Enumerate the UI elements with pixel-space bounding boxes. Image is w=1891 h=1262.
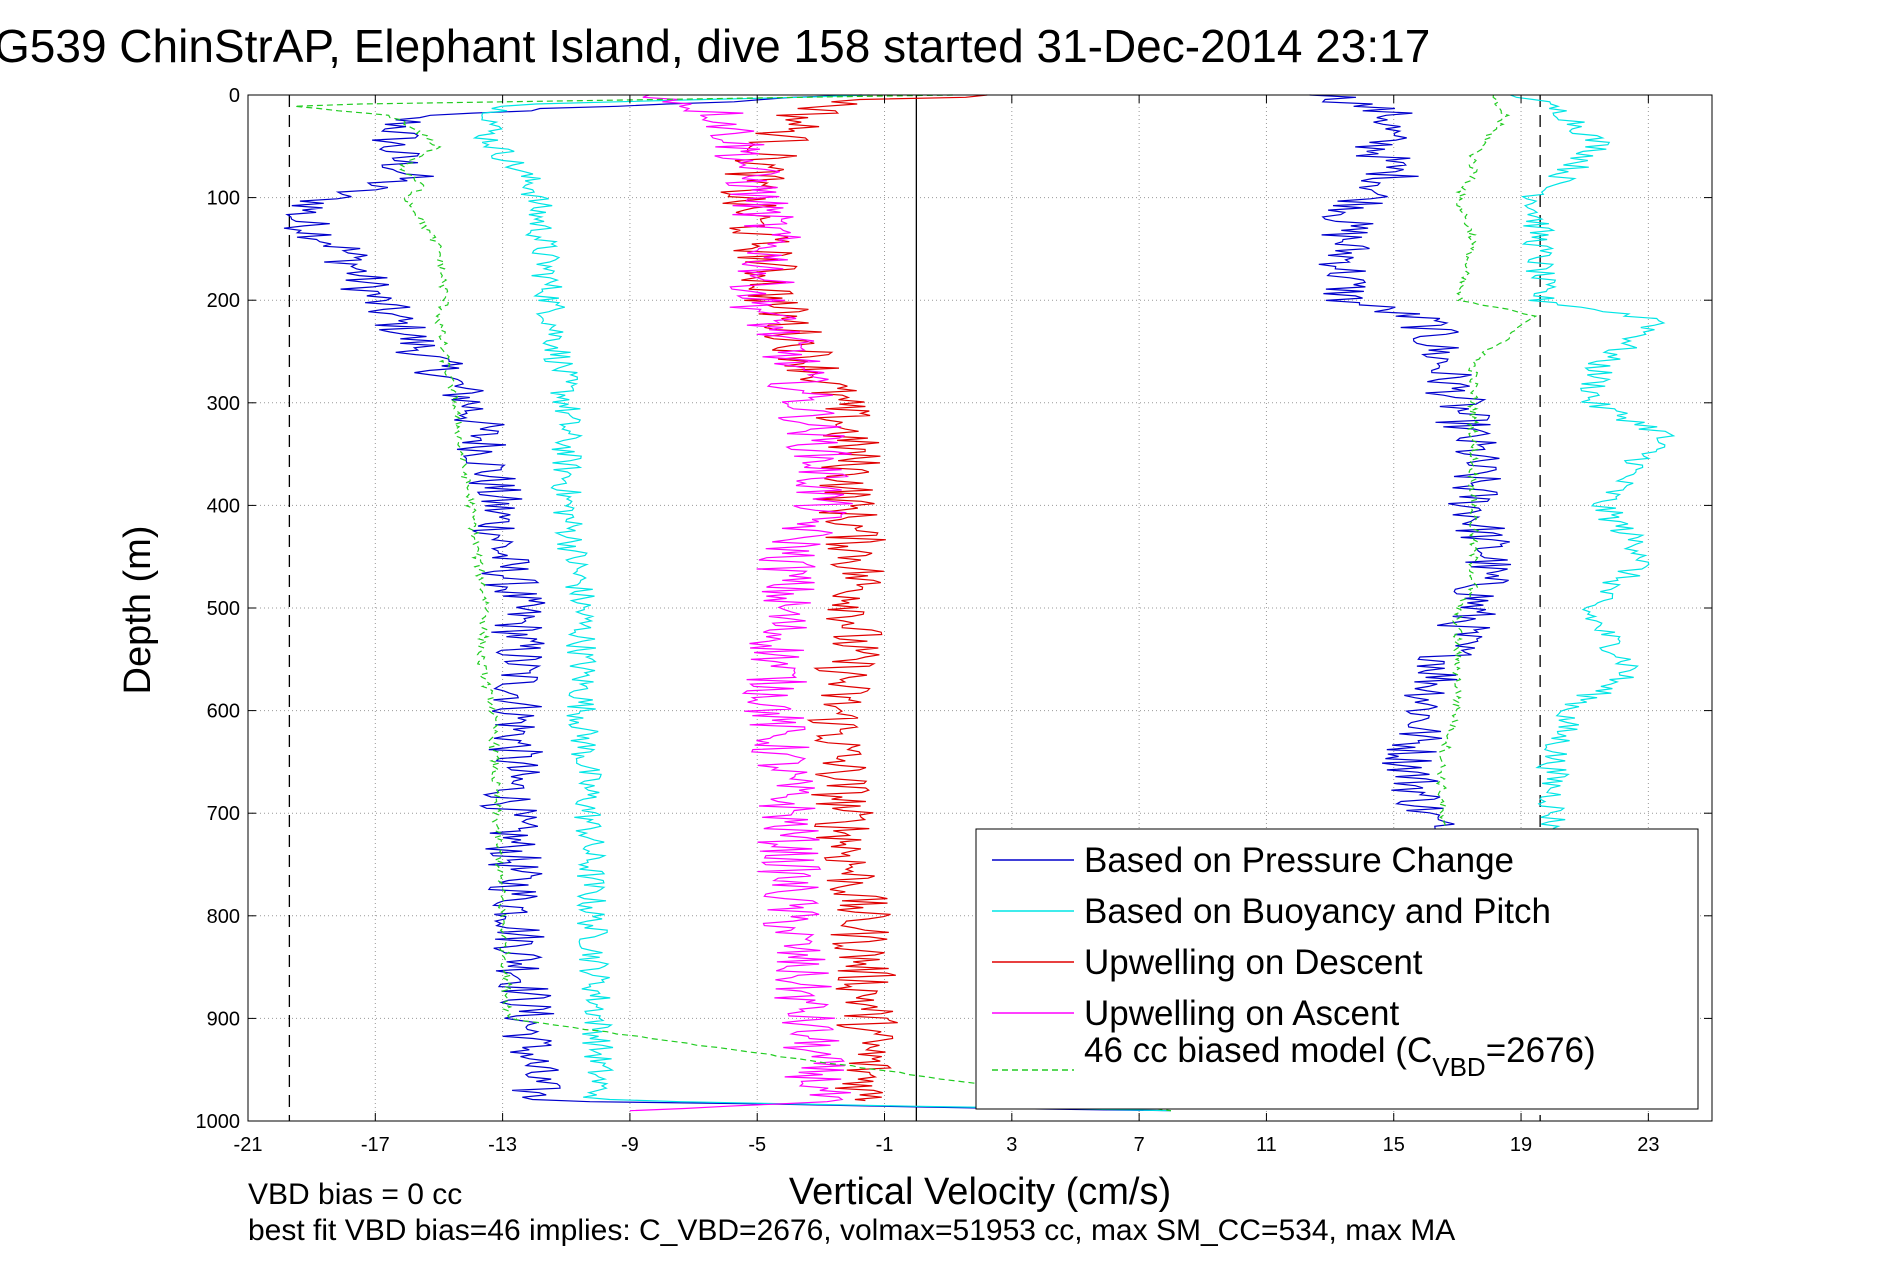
series-line <box>720 94 988 1102</box>
x-tick-label: -1 <box>876 1134 894 1156</box>
y-tick-label: 700 <box>207 803 240 825</box>
legend-entry-name: 46 cc biased model (C <box>1084 1031 1432 1070</box>
x-tick-label: 19 <box>1510 1134 1532 1156</box>
legend-entry-subscript: VBD <box>1432 1052 1485 1082</box>
x-tick-label: -21 <box>234 1134 263 1156</box>
reference-lines <box>288 95 1541 1121</box>
legend-entry: Upwelling on Ascent <box>1084 994 1399 1033</box>
y-tick-label: 600 <box>207 701 240 723</box>
y-tick-label: 300 <box>207 393 240 415</box>
y-tick-label: 200 <box>207 290 240 312</box>
x-tick-label: -17 <box>361 1134 390 1156</box>
x-tick-label: 3 <box>1006 1134 1017 1156</box>
vbd-bias-note: VBD bias = 0 cc <box>248 1178 462 1211</box>
series-line <box>294 94 1172 1112</box>
series-2 <box>472 94 1676 1112</box>
legend-entry-name: Upwelling on Ascent <box>1084 994 1399 1033</box>
legend-entry: 46 cc biased model (CVBD=2676) <box>1084 1031 1596 1082</box>
x-tick-label: -13 <box>488 1134 517 1156</box>
series-line <box>629 94 853 1112</box>
legend-entry-suffix: =2676) <box>1486 1031 1596 1070</box>
x-tick-label: -5 <box>748 1134 766 1156</box>
legend-entry-name: Based on Pressure Change <box>1084 841 1514 880</box>
y-tick-label: 0 <box>229 85 240 107</box>
legend-entry-name: Upwelling on Descent <box>1084 943 1423 982</box>
x-tick-label: 7 <box>1134 1134 1145 1156</box>
series-1 <box>283 94 1512 1112</box>
legend-entry: Upwelling on Descent <box>1084 943 1423 982</box>
legend-entry: Based on Buoyancy and Pitch <box>1084 892 1551 931</box>
y-tick-label: 100 <box>207 188 240 210</box>
y-tick-label: 900 <box>207 1008 240 1030</box>
series-3 <box>720 94 988 1102</box>
series-5 <box>294 94 1538 1112</box>
axis-ticks: -21 -17 -13 -9 -5 -1 3 7 11 15 19 23010020030040050… <box>196 85 1712 1156</box>
x-tick-label: 23 <box>1637 1134 1659 1156</box>
series-lines <box>283 94 1676 1112</box>
x-tick-label: 15 <box>1383 1134 1405 1156</box>
x-axis-label: Vertical Velocity (cm/s) <box>789 1171 1171 1213</box>
legend-box <box>975 828 1699 1110</box>
series-4 <box>629 94 853 1112</box>
series-line-secondary <box>1510 94 1676 830</box>
legend-entry: Based on Pressure Change <box>1084 841 1514 880</box>
series-line-secondary <box>1309 94 1512 829</box>
series-line <box>283 94 1172 1112</box>
y-tick-label: 500 <box>207 598 240 620</box>
best-fit-note: best fit VBD bias=46 implies: C_VBD=2676… <box>248 1214 1455 1247</box>
legend: Based on Pressure Change Based on Buoyanc… <box>975 828 1699 1110</box>
x-tick-label: 11 <box>1256 1134 1277 1156</box>
series-line-secondary <box>1435 94 1538 830</box>
legend-entry-name: Based on Buoyancy and Pitch <box>1084 892 1551 931</box>
chart-title: G539 ChinStrAP, Elephant Island, dive 15… <box>0 20 1430 72</box>
y-axis-label: Depth (m) <box>117 526 159 695</box>
y-tick-label: 1000 <box>196 1111 241 1133</box>
series-line <box>472 94 1172 1112</box>
y-tick-label: 800 <box>207 906 240 928</box>
y-tick-label: 400 <box>207 495 240 517</box>
x-tick-label: -9 <box>621 1134 639 1156</box>
